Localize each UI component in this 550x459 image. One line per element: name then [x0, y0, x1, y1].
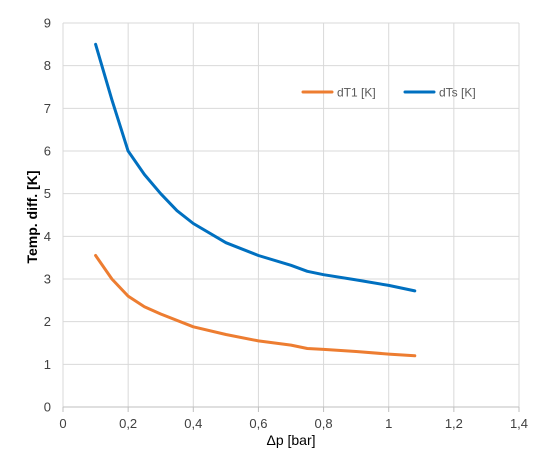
legend: dT1 [K] dTs [K] [301, 86, 476, 100]
y-tick-label: 0 [44, 400, 51, 415]
y-tick-label: 5 [44, 186, 51, 201]
legend-label: dTs [K] [439, 86, 476, 100]
y-tick-label: 9 [44, 16, 51, 31]
y-tick-label: 1 [44, 357, 51, 372]
y-tick-label: 4 [44, 229, 51, 244]
y-tick-labels: 0 1 2 3 4 5 6 7 8 9 [44, 16, 51, 415]
x-tick-label: 1,4 [510, 416, 528, 431]
series-lines [94, 42, 417, 358]
legend-label: dT1 [K] [337, 86, 376, 100]
y-tick-label: 8 [44, 58, 51, 73]
x-tick-label: 0,4 [184, 416, 202, 431]
y-tick-label: 6 [44, 144, 51, 159]
y-tick-label: 2 [44, 314, 51, 329]
series-line-1 [94, 254, 417, 358]
series-line-2 [94, 42, 417, 293]
x-tick-label: 0 [59, 416, 66, 431]
x-tick-label: 0,2 [119, 416, 137, 431]
x-tick-label: 0,8 [315, 416, 333, 431]
gridlines [62, 22, 520, 412]
x-tick-labels: 0 0,2 0,4 0,6 0,8 1 1,2 1,4 [59, 416, 528, 431]
x-axis-title: Δp [bar] [266, 432, 315, 448]
x-tick-label: 1,2 [445, 416, 463, 431]
x-tick-label: 0,6 [249, 416, 267, 431]
x-tick-label: 1 [385, 416, 392, 431]
y-tick-label: 3 [44, 272, 51, 287]
y-tick-label: 7 [44, 101, 51, 116]
y-axis-title: Temp. diff. [K] [24, 170, 40, 263]
